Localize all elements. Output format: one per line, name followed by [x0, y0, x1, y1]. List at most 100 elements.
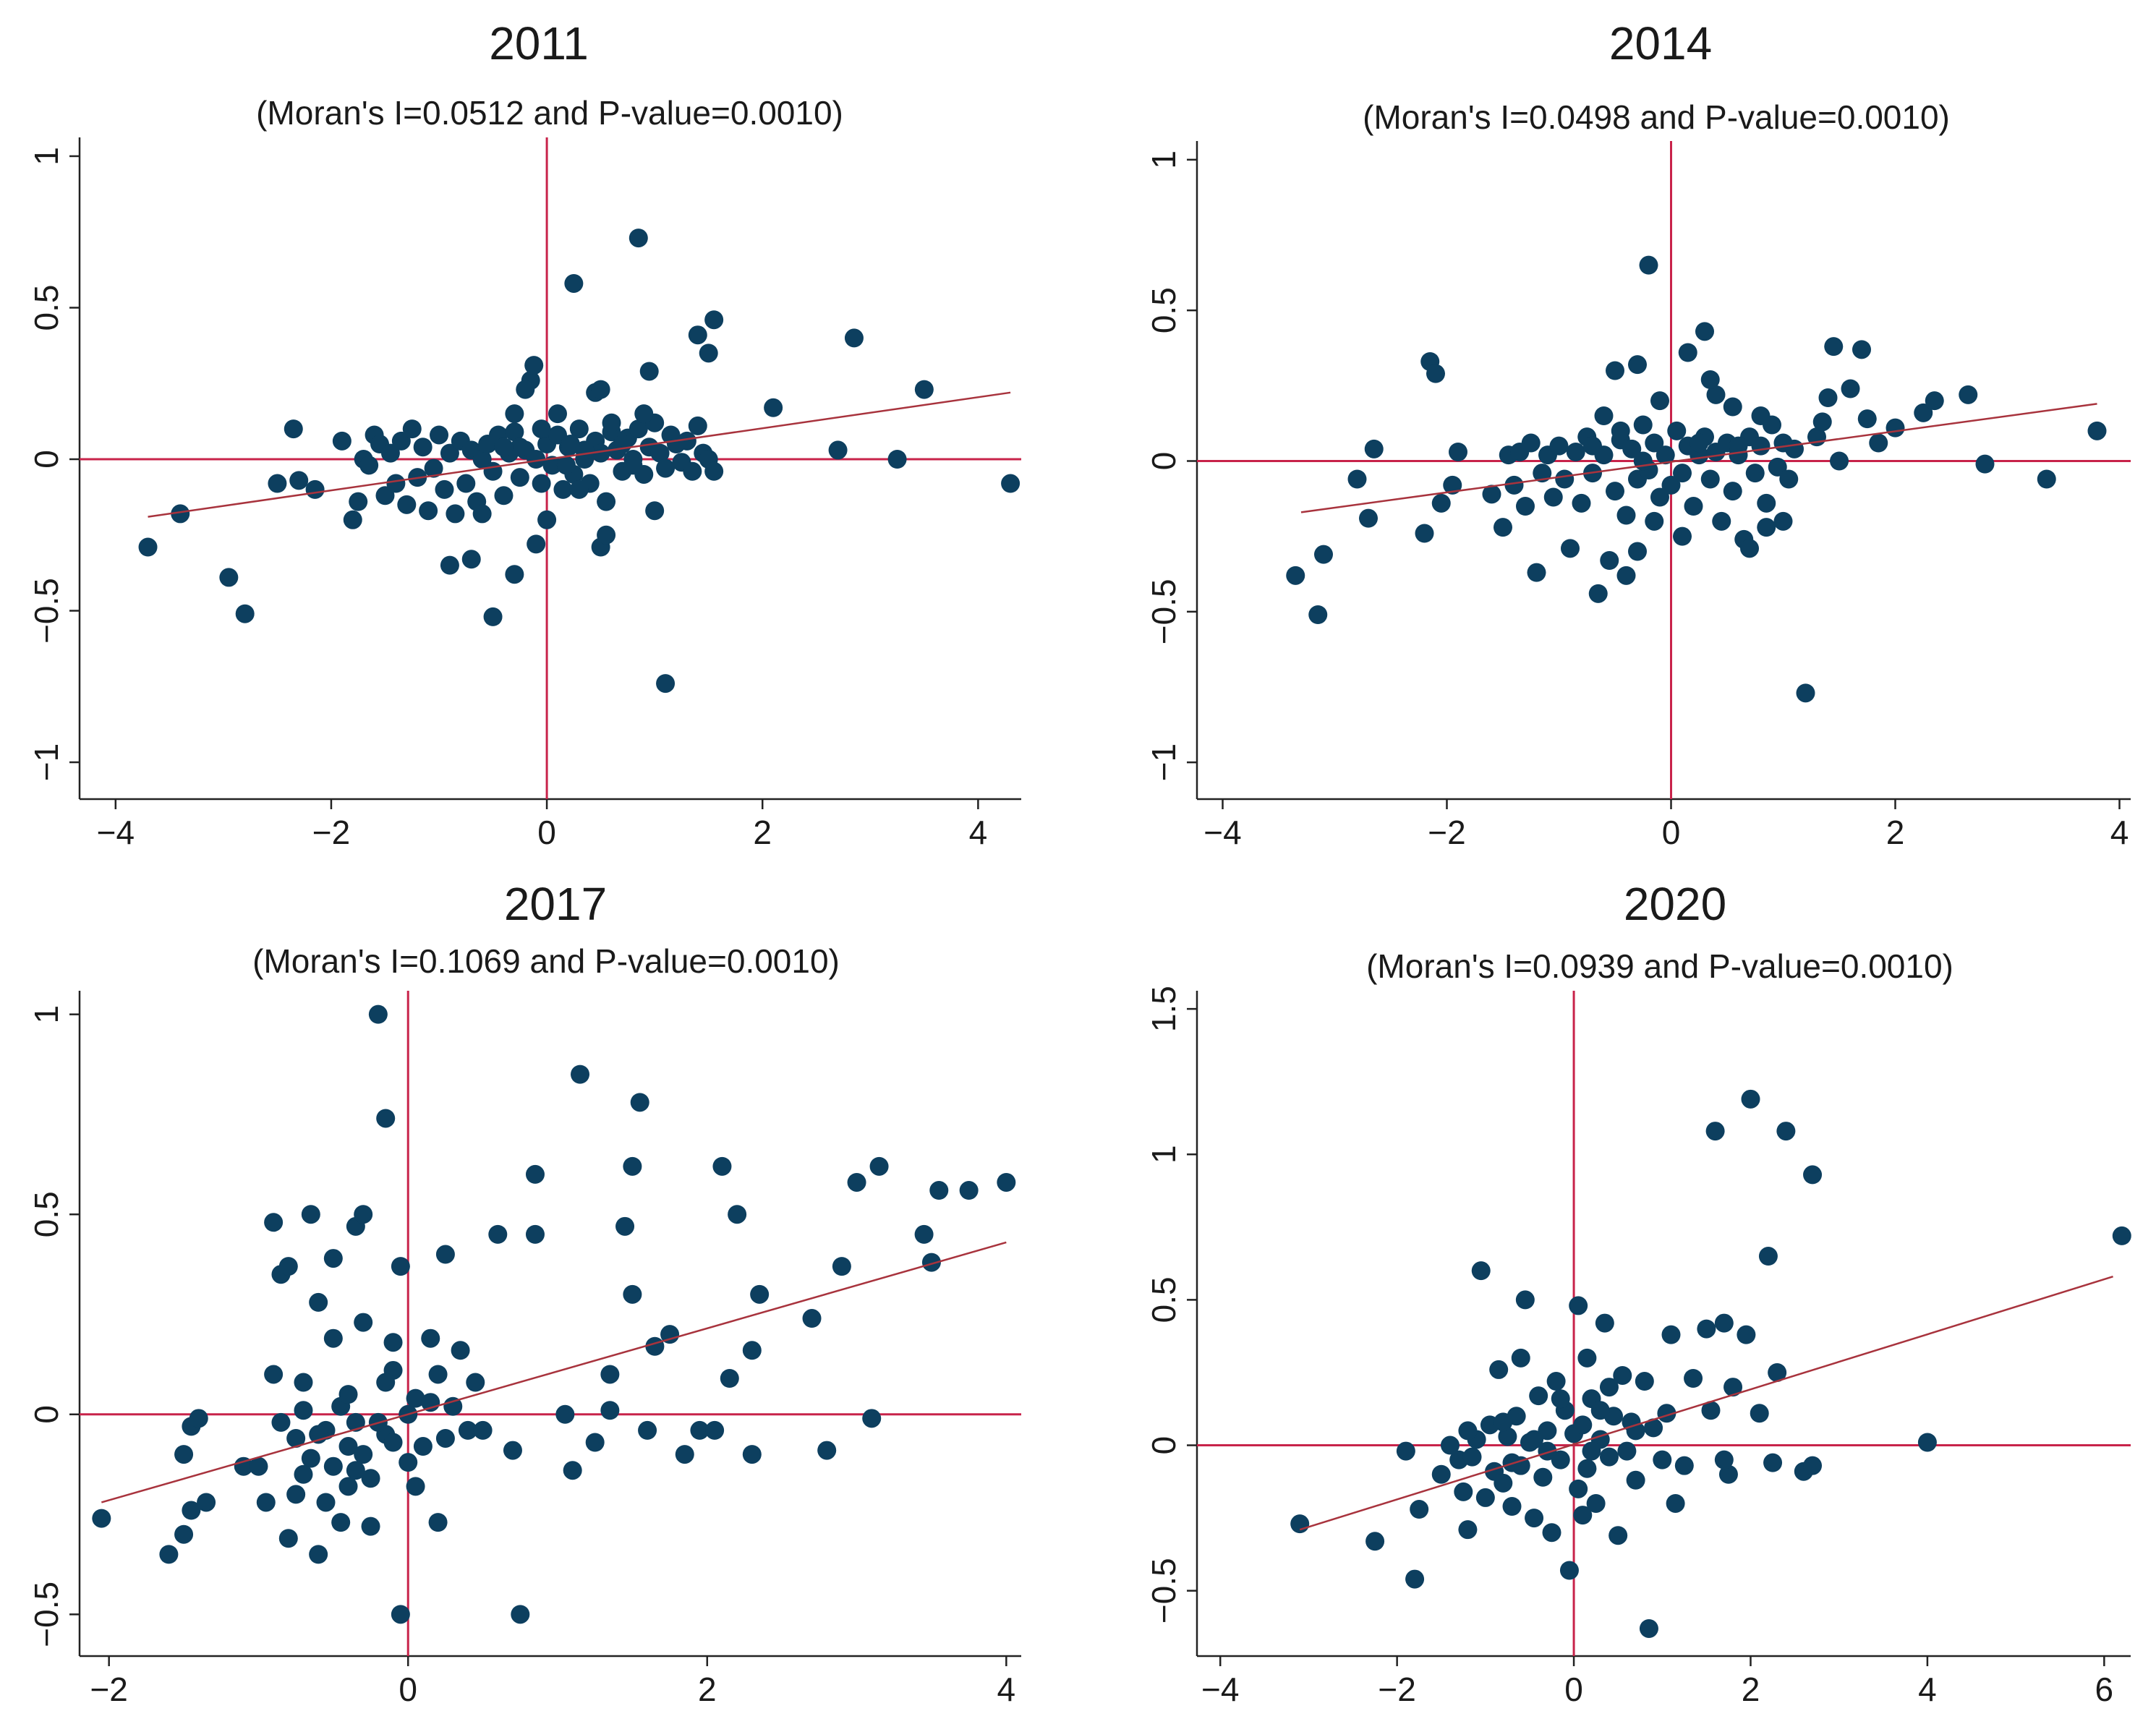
data-point — [1415, 524, 1434, 543]
data-point — [1600, 551, 1619, 570]
data-point — [397, 495, 417, 514]
fit-line — [101, 1241, 1007, 1503]
data-point — [349, 492, 368, 511]
data-point — [585, 1433, 605, 1452]
data-point — [1359, 508, 1378, 528]
x-tick-label: 0 — [537, 814, 556, 851]
data-point — [537, 510, 557, 529]
data-point — [456, 474, 476, 493]
data-point — [1431, 493, 1451, 513]
data-point — [1504, 475, 1524, 495]
data-point — [2037, 469, 2056, 489]
data-point — [1758, 1247, 1778, 1266]
data-point — [2087, 421, 2107, 440]
x-tick-label: −2 — [1428, 814, 1465, 851]
y-tick-label: 0 — [27, 450, 65, 469]
data-point — [361, 1469, 380, 1488]
data-point — [1521, 433, 1541, 453]
data-point — [1511, 1348, 1530, 1368]
y-tick-label: 0.5 — [1145, 287, 1183, 333]
data-point — [1606, 482, 1624, 501]
data-point — [1700, 469, 1720, 489]
data-point — [1779, 469, 1799, 489]
data-point — [249, 1456, 268, 1476]
data-point — [564, 273, 584, 293]
data-point — [323, 1249, 343, 1268]
data-point — [921, 1253, 941, 1272]
data-point — [1529, 1386, 1548, 1406]
y-tick-label: 0 — [1145, 452, 1183, 471]
x-tick-label: −2 — [90, 1671, 127, 1708]
data-point — [630, 1093, 649, 1112]
data-point — [1645, 433, 1664, 453]
data-point — [712, 1156, 732, 1176]
data-point — [1410, 1500, 1429, 1519]
data-point — [346, 1461, 365, 1480]
data-point — [556, 456, 576, 475]
data-point — [1538, 1421, 1557, 1441]
data-point — [591, 380, 610, 399]
data-point — [1678, 343, 1697, 362]
data-point — [1729, 436, 1748, 456]
x-tick-label: 0 — [1564, 1671, 1583, 1708]
x-tick-label: 4 — [997, 1671, 1016, 1708]
data-point — [413, 438, 433, 457]
data-point — [1569, 1296, 1588, 1315]
data-point — [505, 422, 524, 442]
data-point — [623, 456, 643, 475]
data-point — [268, 474, 287, 493]
data-point — [561, 435, 580, 454]
data-point — [1714, 1313, 1734, 1333]
data-point — [1633, 415, 1653, 435]
data-point — [458, 1420, 477, 1440]
data-point — [750, 1284, 770, 1304]
data-point — [650, 443, 670, 463]
data-point — [1701, 1401, 1721, 1420]
data-point — [354, 1205, 373, 1224]
data-point — [1768, 1362, 1787, 1382]
data-point — [421, 1328, 440, 1348]
data-point — [728, 1205, 747, 1224]
data-point — [278, 1257, 298, 1276]
data-point — [1594, 406, 1614, 425]
data-point — [1515, 1290, 1535, 1310]
data-point — [451, 1341, 470, 1360]
data-point — [1852, 340, 1871, 359]
data-point — [1609, 1526, 1628, 1545]
panel-2020: 2020 (Moran's I=0.0939 and P-value=0.001… — [1145, 878, 2131, 1708]
data-point — [1635, 1372, 1654, 1391]
data-point — [1750, 1404, 1769, 1423]
data-point — [510, 468, 529, 487]
data-point — [597, 525, 616, 545]
data-point — [286, 1485, 306, 1504]
data-point — [525, 1224, 545, 1244]
data-point — [159, 1545, 179, 1564]
data-point — [1712, 511, 1731, 531]
data-point — [828, 440, 848, 460]
x-tick-label: −4 — [1201, 1671, 1239, 1708]
data-point — [1347, 469, 1367, 489]
data-point — [1290, 1514, 1310, 1534]
data-point — [332, 431, 351, 451]
data-point — [171, 504, 190, 524]
data-point — [174, 1445, 194, 1464]
data-point — [569, 419, 589, 439]
data-point — [525, 1164, 545, 1184]
data-point — [271, 1412, 291, 1432]
data-point — [510, 438, 529, 457]
data-point — [428, 1365, 448, 1384]
data-point — [1516, 497, 1535, 516]
data-point — [1365, 1532, 1385, 1551]
data-point — [399, 1453, 418, 1472]
x-tick-label: −2 — [1378, 1671, 1415, 1708]
data-point — [1572, 493, 1591, 513]
data-point — [1611, 421, 1630, 440]
data-point — [683, 461, 702, 481]
y-tick-label: 0 — [1145, 1436, 1183, 1455]
data-point — [1740, 539, 1759, 558]
data-point — [629, 419, 648, 439]
data-point — [1001, 474, 1021, 493]
data-point — [704, 461, 724, 481]
data-point — [1830, 451, 1849, 471]
data-point — [1533, 464, 1552, 483]
